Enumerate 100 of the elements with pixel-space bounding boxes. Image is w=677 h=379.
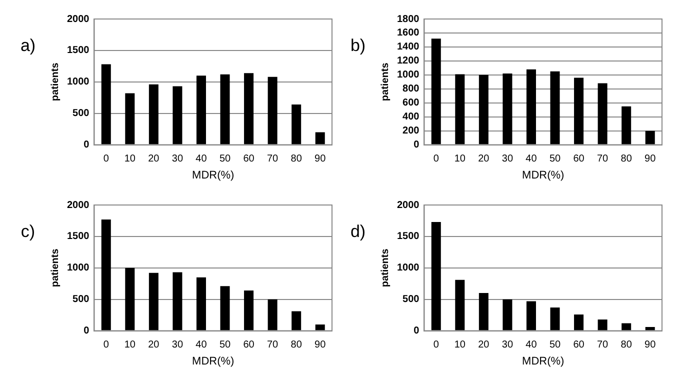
y-tick-label: 1500 [396,231,420,242]
x-axis-title: MDR(%) [522,355,564,368]
x-tick-label: 50 [549,154,562,165]
x-axis-title: MDR(%) [522,169,564,182]
y-tick-label: 0 [414,140,420,151]
x-tick-label: 80 [620,340,632,351]
x-tick-label: 40 [526,154,538,165]
text: c) [20,221,36,243]
bar [148,84,158,144]
bar [172,272,182,330]
bar [196,76,206,144]
x-axis-title: MDR(%) [192,355,234,368]
x-tick-label: 80 [290,340,302,351]
x-tick-label: 20 [478,340,490,351]
bar [574,78,584,144]
x-tick-label: 30 [502,154,514,165]
y-axis-title: patients [380,62,391,102]
y-tick-label: 500 [72,108,90,120]
x-tick-label: 70 [597,154,609,165]
y-tick-label: 600 [402,98,420,109]
x-tick-label: 20 [148,154,160,165]
bar [148,272,158,330]
bar [101,64,111,144]
bar [244,73,254,144]
bar [550,71,560,144]
y-tick-label: 1000 [396,70,420,81]
bar [502,299,512,330]
x-tick-label: 90 [644,340,656,351]
y-tick-label: 0 [84,140,90,151]
x-tick-label: 40 [526,340,538,351]
text: b) [349,35,367,57]
bar [315,324,325,330]
bar [622,106,632,144]
y-tick-label: 1500 [66,231,90,242]
text: d) [349,221,367,243]
y-axis-title: patients [380,248,391,288]
x-tick-label: 10 [454,154,466,165]
bar [431,38,441,144]
bar [220,74,230,144]
x-tick-label: 70 [267,154,279,165]
text: a) [19,35,37,57]
x-tick-label: 0 [103,154,110,165]
x-tick-label: 10 [124,340,136,351]
bar [125,268,135,330]
y-tick-label: 1000 [66,76,90,88]
x-tick-label: 30 [502,340,514,351]
y-tick-label: 1400 [396,42,420,53]
y-tick-label: 2000 [396,200,420,211]
bar [125,93,135,144]
y-tick-label: 2000 [66,200,90,211]
y-tick-label: 1600 [396,28,420,39]
x-tick-label: 60 [243,340,255,351]
x-tick-label: 80 [290,154,302,165]
bar [431,222,441,330]
bar [220,286,230,330]
y-tick-label: 500 [402,294,420,306]
y-tick-label: 0 [414,326,420,337]
x-tick-label: 70 [597,340,609,351]
x-tick-label: 30 [172,154,184,165]
bar [645,130,655,144]
y-tick-label: 400 [402,112,420,123]
bar [526,69,536,144]
bar [292,311,302,330]
bar [292,104,302,144]
x-tick-label: 50 [219,340,232,351]
bar [645,327,655,330]
bar [598,319,608,330]
x-tick-label: 70 [267,340,279,351]
x-tick-label: 0 [103,340,110,351]
bar [598,83,608,144]
bar [172,86,182,144]
x-tick-label: 0 [433,154,440,165]
bar [574,314,584,330]
x-tick-label: 20 [148,340,160,351]
bar [455,280,465,330]
x-tick-label: 50 [219,154,232,165]
y-tick-label: 1000 [66,262,90,274]
bar [478,74,488,144]
y-axis-title: patients [50,248,61,288]
y-axis-title: patients [50,62,61,102]
y-tick-label: 200 [402,126,420,137]
y-tick-label: 500 [72,294,90,306]
bar [244,290,254,330]
y-tick-label: 2000 [66,14,90,25]
x-tick-label: 60 [573,340,585,351]
x-tick-label: 90 [644,154,656,165]
x-tick-label: 10 [454,340,466,351]
bar [101,219,111,330]
bar [622,323,632,330]
x-tick-label: 50 [549,340,562,351]
x-tick-label: 30 [172,340,184,351]
x-tick-label: 0 [433,340,440,351]
bar [268,299,278,330]
y-tick-label: 0 [84,326,90,337]
x-tick-label: 60 [573,154,585,165]
bar [268,76,278,144]
bar [455,74,465,144]
bar [196,277,206,330]
bar [502,74,512,144]
x-tick-label: 80 [620,154,632,165]
